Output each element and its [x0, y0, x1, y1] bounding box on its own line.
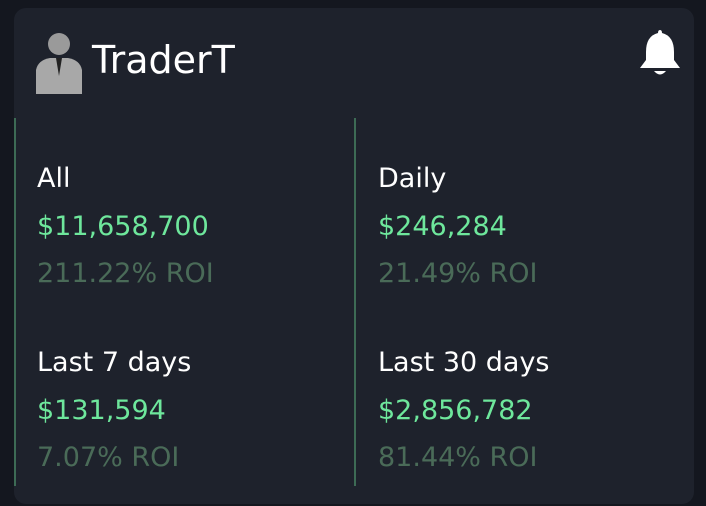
stat-amount: $11,658,700 [37, 211, 209, 242]
stat-roi: 81.44% ROI [378, 442, 538, 473]
stat-block: Daily $246,284 21.49% ROI [378, 163, 538, 289]
avatar [36, 33, 82, 94]
stat-amount: $131,594 [37, 395, 166, 426]
username: TraderT [92, 38, 235, 82]
notification-bell[interactable] [636, 26, 684, 78]
stat-roi: 7.07% ROI [37, 442, 180, 473]
stat-amount: $246,284 [378, 211, 507, 242]
stat-label: Last 30 days [378, 347, 550, 378]
divider [354, 118, 356, 486]
stat-label: Daily [378, 163, 447, 194]
stat-label: All [37, 163, 71, 194]
stat-block: All $11,658,700 211.22% ROI [37, 163, 214, 289]
divider [14, 118, 16, 486]
stat-block: Last 7 days $131,594 7.07% ROI [37, 347, 191, 473]
stat-label: Last 7 days [37, 347, 192, 378]
trader-card: TraderT All $11,658,700 211.22% ROI Daily $2… [14, 8, 694, 504]
stat-roi: 21.49% ROI [378, 258, 538, 289]
stat-amount: $2,856,782 [378, 395, 533, 426]
stat-roi: 211.22% ROI [37, 258, 214, 289]
stat-block: Last 30 days $2,856,782 81.44% ROI [378, 347, 550, 473]
